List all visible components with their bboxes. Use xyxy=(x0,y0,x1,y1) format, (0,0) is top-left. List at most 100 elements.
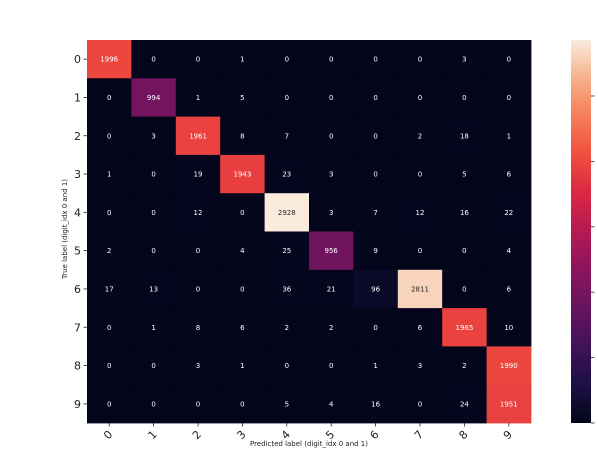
cell-value-label: 9 xyxy=(373,247,377,255)
cell-value-label: 0 xyxy=(418,400,422,408)
cell-value-label: 13 xyxy=(149,285,158,293)
heatmap-cell xyxy=(486,78,532,117)
heatmap-cell xyxy=(175,231,221,271)
heatmap-cell xyxy=(397,193,443,232)
heatmap-cell xyxy=(175,269,221,309)
cell-value-label: 0 xyxy=(507,94,511,102)
cell-value-label: 22 xyxy=(504,209,513,217)
cell-value-label: 2 xyxy=(107,247,111,255)
cell-value-label: 0 xyxy=(107,94,111,102)
cell-value-label: 0 xyxy=(462,94,466,102)
heatmap-cell xyxy=(442,116,487,156)
heatmap-cell xyxy=(131,308,177,347)
heatmap-cell xyxy=(87,78,132,117)
cell-value-label: 18 xyxy=(460,132,469,140)
x-tick-label: 8 xyxy=(456,428,470,442)
cell-value-label: 8 xyxy=(196,324,200,332)
heatmap-cell xyxy=(353,231,399,271)
cell-value-label: 3 xyxy=(418,362,422,370)
heatmap-cell xyxy=(220,193,265,232)
cell-value-label: 2928 xyxy=(278,209,296,217)
heatmap-cell xyxy=(309,269,354,309)
x-tick-label: 2 xyxy=(190,428,204,442)
cell-value-label: 0 xyxy=(196,400,200,408)
cell-value-label: 1951 xyxy=(500,400,518,408)
colorbar xyxy=(571,40,591,423)
cell-value-label: 19 xyxy=(194,171,203,179)
heatmap-cell xyxy=(486,346,532,386)
heatmap-cell xyxy=(87,154,132,194)
cell-value-label: 5 xyxy=(285,400,289,408)
heatmap-cell xyxy=(353,308,399,347)
heatmap-cell xyxy=(87,269,132,309)
heatmap-cell xyxy=(131,231,177,271)
cell-value-label: 0 xyxy=(285,362,289,370)
heatmap-cell xyxy=(309,116,354,156)
cell-value-label: 0 xyxy=(462,285,466,293)
heatmap-cell xyxy=(220,154,265,194)
heatmap-cell xyxy=(87,308,132,347)
cell-value-label: 0 xyxy=(240,285,244,293)
heatmap-cell xyxy=(131,40,177,79)
cell-value-label: 2 xyxy=(329,324,333,332)
heatmap-cell xyxy=(220,308,265,347)
y-tick-label: 4 xyxy=(74,206,81,219)
heatmap-cell xyxy=(353,384,399,424)
cell-value-label: 0 xyxy=(373,94,377,102)
heatmap-cell xyxy=(486,231,532,271)
heatmap-cell xyxy=(442,40,487,79)
cell-value-label: 2811 xyxy=(411,285,429,293)
heatmap-cell xyxy=(175,116,221,156)
cell-value-label: 1 xyxy=(107,171,111,179)
heatmap-cell xyxy=(353,346,399,386)
cell-value-label: 8 xyxy=(240,132,244,140)
cell-value-label: 2 xyxy=(418,132,422,140)
heatmap-cell xyxy=(264,269,310,309)
y-tick-label: 7 xyxy=(74,321,81,334)
cell-value-label: 0 xyxy=(107,400,111,408)
heatmap-cell xyxy=(220,116,265,156)
cell-value-label: 0 xyxy=(329,56,333,64)
heatmap-cell xyxy=(309,384,354,424)
heatmap-cell xyxy=(397,116,443,156)
cell-value-label: 24 xyxy=(460,400,469,408)
cell-value-label: 3 xyxy=(151,132,155,140)
x-tick-label: 3 xyxy=(234,428,248,442)
heatmap-cell xyxy=(87,231,132,271)
x-axis-label: Predicted label (digit_idx 0 and 1) xyxy=(250,440,368,448)
y-axis-label: True label (digit_idx 0 and 1) xyxy=(61,179,69,280)
heatmap-cell xyxy=(397,384,443,424)
heatmap-cell xyxy=(442,269,487,309)
cell-value-label: 0 xyxy=(240,400,244,408)
cell-value-label: 1 xyxy=(196,94,200,102)
heatmap-cell xyxy=(397,154,443,194)
cell-value-label: 0 xyxy=(285,94,289,102)
cell-value-label: 1 xyxy=(240,56,244,64)
heatmap-cell xyxy=(486,193,532,232)
heatmap-cell xyxy=(486,308,532,347)
heatmap-cell xyxy=(264,308,310,347)
cell-value-label: 0 xyxy=(240,209,244,217)
heatmap-cell xyxy=(309,231,354,271)
heatmap-cell xyxy=(264,40,310,79)
heatmap-cell xyxy=(220,40,265,79)
heatmap-cell xyxy=(353,154,399,194)
heatmap-cell xyxy=(175,384,221,424)
heatmap-cell xyxy=(264,78,310,117)
heatmap-cell xyxy=(309,346,354,386)
heatmap-cell xyxy=(87,193,132,232)
cell-value-label: 0 xyxy=(373,56,377,64)
cell-value-label: 23 xyxy=(282,171,291,179)
heatmap-cell xyxy=(442,193,487,232)
cell-value-label: 3 xyxy=(329,209,333,217)
cell-value-label: 12 xyxy=(416,209,425,217)
cell-value-label: 0 xyxy=(196,56,200,64)
heatmap-cell xyxy=(486,269,532,309)
cell-value-label: 0 xyxy=(329,94,333,102)
heatmap-cell xyxy=(442,78,487,117)
heatmap-cell xyxy=(131,269,177,309)
colorbar-ticks xyxy=(591,95,595,424)
cell-value-label: 1961 xyxy=(189,132,207,140)
heatmap-cell xyxy=(353,116,399,156)
x-tick-label: 7 xyxy=(412,428,426,442)
